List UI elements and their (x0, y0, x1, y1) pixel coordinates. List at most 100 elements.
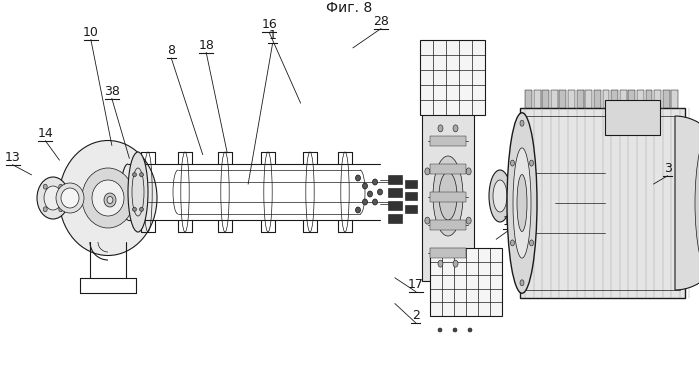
Ellipse shape (513, 148, 531, 258)
Ellipse shape (356, 207, 361, 213)
Ellipse shape (507, 113, 537, 293)
Ellipse shape (59, 207, 63, 212)
Text: 13: 13 (5, 151, 20, 164)
Bar (551, 90, 558, 108)
Bar (533, 90, 540, 108)
Text: Фиг. 8: Фиг. 8 (326, 1, 373, 15)
Ellipse shape (530, 160, 533, 166)
Polygon shape (675, 116, 699, 290)
Bar (388, 201, 402, 210)
Ellipse shape (520, 280, 524, 286)
Bar (430, 248, 466, 258)
Bar (605, 100, 660, 135)
Text: 8: 8 (167, 44, 175, 57)
Ellipse shape (43, 184, 48, 189)
Bar (620, 90, 626, 108)
Ellipse shape (363, 199, 368, 205)
Text: 38: 38 (104, 85, 120, 98)
Ellipse shape (92, 180, 124, 216)
Bar (388, 188, 402, 197)
Ellipse shape (438, 328, 442, 332)
Text: 17: 17 (408, 278, 424, 291)
Ellipse shape (61, 188, 79, 208)
Ellipse shape (425, 168, 430, 175)
Ellipse shape (140, 207, 143, 211)
Text: 14: 14 (38, 127, 53, 140)
Bar (594, 90, 600, 108)
Ellipse shape (695, 132, 699, 274)
Ellipse shape (59, 184, 63, 189)
Ellipse shape (530, 240, 533, 246)
Ellipse shape (368, 191, 373, 197)
Bar (422, 111, 474, 281)
Bar (430, 248, 502, 316)
Bar (525, 90, 532, 108)
Text: 2: 2 (412, 309, 420, 322)
Ellipse shape (133, 173, 136, 177)
Ellipse shape (453, 260, 458, 267)
Bar (611, 90, 618, 108)
Ellipse shape (373, 179, 377, 185)
Bar (430, 220, 466, 230)
Ellipse shape (363, 183, 368, 189)
Bar (388, 175, 402, 184)
Ellipse shape (133, 207, 136, 211)
Ellipse shape (510, 240, 514, 246)
Ellipse shape (520, 120, 524, 126)
Ellipse shape (439, 172, 457, 220)
Bar (405, 180, 417, 188)
Bar (430, 164, 466, 174)
Bar (577, 90, 584, 108)
Bar (388, 214, 402, 223)
Ellipse shape (489, 170, 511, 222)
Ellipse shape (356, 175, 361, 181)
Bar (628, 90, 635, 108)
Bar (420, 40, 485, 115)
Bar (559, 90, 566, 108)
Bar (568, 90, 575, 108)
Bar (430, 136, 466, 146)
Bar (671, 90, 678, 108)
Ellipse shape (468, 328, 472, 332)
Bar (542, 90, 549, 108)
Bar (585, 90, 592, 108)
Ellipse shape (377, 189, 382, 195)
Ellipse shape (59, 141, 157, 255)
Ellipse shape (107, 197, 113, 204)
Bar (430, 192, 466, 202)
Text: 18: 18 (199, 39, 214, 52)
Ellipse shape (425, 217, 430, 224)
Text: 10: 10 (83, 26, 99, 39)
Bar (646, 90, 652, 108)
Ellipse shape (510, 160, 514, 166)
Ellipse shape (373, 199, 377, 205)
Ellipse shape (140, 173, 143, 177)
Ellipse shape (128, 152, 148, 232)
Ellipse shape (453, 125, 458, 132)
Text: 28: 28 (373, 15, 389, 28)
Bar (405, 205, 417, 213)
Ellipse shape (438, 125, 443, 132)
Text: 1: 1 (268, 29, 277, 42)
Ellipse shape (44, 186, 62, 210)
Bar (603, 90, 610, 108)
Ellipse shape (56, 183, 84, 213)
Text: 3: 3 (663, 162, 672, 175)
Bar (405, 192, 417, 200)
Ellipse shape (82, 168, 134, 228)
Ellipse shape (104, 193, 116, 207)
Text: 16: 16 (261, 18, 277, 31)
Ellipse shape (466, 168, 471, 175)
Ellipse shape (453, 328, 457, 332)
Ellipse shape (438, 260, 443, 267)
Ellipse shape (517, 174, 527, 231)
Ellipse shape (433, 156, 463, 236)
Ellipse shape (37, 177, 69, 219)
Bar (654, 90, 661, 108)
Ellipse shape (43, 207, 48, 212)
Bar (637, 90, 644, 108)
Text: 19: 19 (503, 215, 518, 228)
Bar (520, 108, 685, 298)
Bar (663, 90, 670, 108)
Ellipse shape (466, 217, 471, 224)
